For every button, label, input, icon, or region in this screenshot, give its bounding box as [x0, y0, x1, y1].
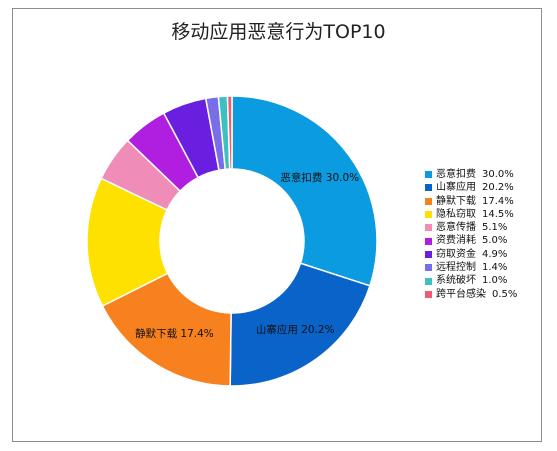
legend-label: 跨平台感染 — [436, 288, 486, 300]
legend-item: 静默下载 17.4% — [425, 195, 550, 208]
legend-value: 0.5% — [492, 288, 518, 300]
legend-item: 系统破坏 1.0% — [425, 274, 550, 287]
legend-value: 17.4% — [482, 195, 514, 207]
legend-label: 系统破坏 — [436, 275, 476, 287]
legend-value: 1.0% — [482, 275, 508, 287]
chart-title: 移动应用恶意行为TOP10 — [171, 21, 386, 43]
legend-value: 14.5% — [482, 208, 514, 220]
legend-swatch — [425, 237, 432, 245]
legend-item: 山寨应用 20.2% — [425, 181, 550, 194]
legend-label: 恶意传播 — [436, 222, 476, 234]
donut-slices — [86, 95, 378, 387]
legend-label: 窃取资金 — [436, 248, 476, 260]
slice-labels: 恶意扣费 30.0% 山寨应用 20.2% 静默下载 17.4% — [135, 171, 359, 340]
legend-value: 30.0% — [482, 169, 514, 180]
legend-swatch — [425, 224, 432, 232]
legend-item: 窃取资金 4.9% — [425, 248, 550, 261]
legend-value: 4.9% — [482, 248, 508, 260]
legend-label: 静默下载 — [436, 195, 476, 207]
chart-legend: 恶意扣费 30.0% 山寨应用 20.2% 静默下载 17.4% 隐私窃取 14.5% 恶意传播… — [425, 168, 550, 301]
legend-label: 资费消耗 — [436, 235, 476, 247]
legend-value: 5.0% — [482, 235, 508, 247]
legend-item: 跨平台感染 0.5% — [425, 288, 550, 301]
legend-swatch — [425, 197, 432, 205]
slice-2 — [229, 262, 371, 387]
legend-item: 恶意扣费 30.0% — [425, 168, 550, 181]
legend-item: 隐私窃取 14.5% — [425, 208, 550, 221]
legend-swatch — [425, 171, 432, 179]
legend-label: 隐私窃取 — [436, 208, 476, 220]
legend-swatch — [425, 277, 432, 285]
legend-swatch — [425, 184, 432, 192]
legend-label: 远程控制 — [436, 262, 476, 274]
slice-label-2: 山寨应用 20.2% — [256, 323, 335, 336]
slice-10 — [226, 95, 233, 170]
legend-swatch — [425, 290, 432, 298]
legend-item: 资费消耗 5.0% — [425, 234, 550, 247]
legend-label: 山寨应用 — [436, 182, 476, 194]
slice-label-1: 恶意扣费 30.0% — [280, 171, 359, 184]
legend-label: 恶意扣费 — [436, 169, 476, 180]
legend-value: 1.4% — [482, 262, 508, 274]
slice-1 — [231, 95, 378, 287]
legend-value: 5.1% — [482, 222, 508, 234]
legend-item: 远程控制 1.4% — [425, 261, 550, 274]
legend-swatch — [425, 264, 432, 272]
slice-label-3: 静默下载 17.4% — [135, 327, 214, 340]
legend-swatch — [425, 250, 432, 258]
legend-item: 恶意传播 5.1% — [425, 221, 550, 234]
legend-swatch — [425, 211, 432, 219]
legend-value: 20.2% — [482, 182, 514, 194]
